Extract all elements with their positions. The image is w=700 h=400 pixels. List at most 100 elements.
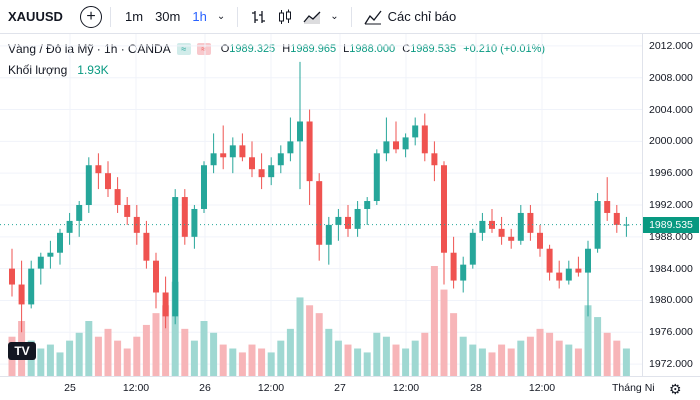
volume-bar <box>392 344 400 376</box>
candle <box>412 117 419 146</box>
volume-bar <box>402 348 410 376</box>
gear-icon[interactable]: ⚙ <box>669 381 682 397</box>
candle-body <box>181 197 188 237</box>
price-tick: 1972.000 <box>649 358 693 371</box>
candle-body <box>153 260 159 293</box>
time-tick: 25 <box>64 382 76 394</box>
price-chart[interactable] <box>0 34 642 376</box>
volume-bar <box>450 313 458 376</box>
divider <box>237 6 239 27</box>
candle-style-icon[interactable] <box>272 0 298 34</box>
time-axis[interactable]: Tháng Ni ⚙ 25 12:00 26 12:00 27 12:00 28 12:00 <box>0 376 700 400</box>
candle-body <box>172 197 179 317</box>
candle <box>498 216 505 245</box>
candle <box>479 212 486 241</box>
candle <box>95 153 102 190</box>
candle-body <box>594 201 601 249</box>
candle-body <box>354 208 361 229</box>
tradingview-logo[interactable]: TV <box>8 342 36 360</box>
candle-body <box>249 157 255 170</box>
candle <box>191 205 198 249</box>
candle <box>421 113 428 162</box>
top-toolbar: XAUUSD + 1m 30m 1h ⌄ ⌄ Các chỉ báo <box>0 0 700 34</box>
candle <box>613 205 620 233</box>
price-scale[interactable]: 2012.000 2008.000 2004.000 2000.000 1996.000… <box>642 34 700 376</box>
candle <box>469 228 476 269</box>
candle-body <box>508 236 515 241</box>
candle-body <box>105 173 111 190</box>
volume-bar <box>555 340 563 376</box>
price-tick: 1984.000 <box>649 262 693 275</box>
candle-body <box>431 153 438 166</box>
candle-body <box>37 256 44 269</box>
candle-body <box>585 248 591 273</box>
area-style-icon[interactable] <box>298 0 326 34</box>
volume-bar <box>306 305 314 376</box>
price-tick: 1988.000 <box>649 230 693 243</box>
volume-bar <box>565 344 573 376</box>
candle-body <box>393 141 399 150</box>
candle-body <box>373 153 380 202</box>
volume-bar <box>46 344 54 376</box>
interval-1m[interactable]: 1m <box>125 9 144 24</box>
volume-bar <box>190 340 198 376</box>
volume-bar <box>498 344 506 376</box>
candle <box>585 240 591 317</box>
volume-bar <box>574 348 582 376</box>
volume-bar <box>248 344 256 376</box>
volume-bar <box>363 352 371 376</box>
candle-body <box>114 189 121 205</box>
candle <box>9 248 15 297</box>
candle <box>441 161 447 285</box>
candle <box>201 161 207 213</box>
volume-bar <box>152 313 160 376</box>
volume-bar <box>286 328 294 376</box>
candle-body <box>345 216 351 229</box>
candle-body <box>335 216 342 225</box>
volume-bar <box>622 348 630 376</box>
candle <box>575 256 582 277</box>
candle <box>604 177 611 221</box>
candle-body <box>469 232 476 265</box>
candle <box>277 145 284 174</box>
volume-bar <box>181 328 189 376</box>
candle <box>114 177 121 213</box>
bar-style-icon[interactable] <box>246 0 272 34</box>
candle-body <box>124 205 131 217</box>
candle-body <box>383 141 390 154</box>
candle-body <box>565 268 572 281</box>
candle-body <box>277 153 284 166</box>
candle <box>76 201 83 237</box>
volume-bar <box>56 352 64 376</box>
volume-bar <box>536 328 544 376</box>
volume-bar <box>315 313 323 376</box>
volume-label[interactable]: Khối lượng <box>8 63 68 77</box>
interval-1h[interactable]: 1h <box>192 9 207 24</box>
time-tick: 12:00 <box>122 382 150 394</box>
volume-bar <box>373 332 381 376</box>
candle <box>287 117 294 162</box>
volume-bar <box>469 344 477 376</box>
add-symbol-button[interactable]: + <box>80 5 102 28</box>
candle-body <box>143 232 150 261</box>
symbol-search[interactable]: XAUUSD <box>8 9 63 24</box>
interval-30m[interactable]: 30m <box>155 9 181 24</box>
interval-dropdown-chevron-icon[interactable]: ⌄ <box>216 11 226 22</box>
price-tick: 1996.000 <box>649 167 693 180</box>
current-price-label: 1989.535 <box>643 216 699 233</box>
volume-bar <box>210 332 218 376</box>
candle <box>85 157 92 213</box>
price-tick: 2012.000 <box>649 39 693 52</box>
chart-style-dropdown-chevron-icon[interactable]: ⌄ <box>330 11 339 22</box>
volume-bar <box>354 348 362 376</box>
candle <box>105 161 111 198</box>
candle-body <box>306 121 313 182</box>
candle-body <box>460 264 467 281</box>
price-tick: 2004.000 <box>649 103 693 116</box>
candle <box>623 216 630 237</box>
indicators-button[interactable]: Các chỉ báo <box>360 0 456 34</box>
candle-body <box>57 232 63 253</box>
volume-bar <box>37 348 45 376</box>
candle <box>66 212 73 245</box>
candle-body <box>479 220 486 233</box>
